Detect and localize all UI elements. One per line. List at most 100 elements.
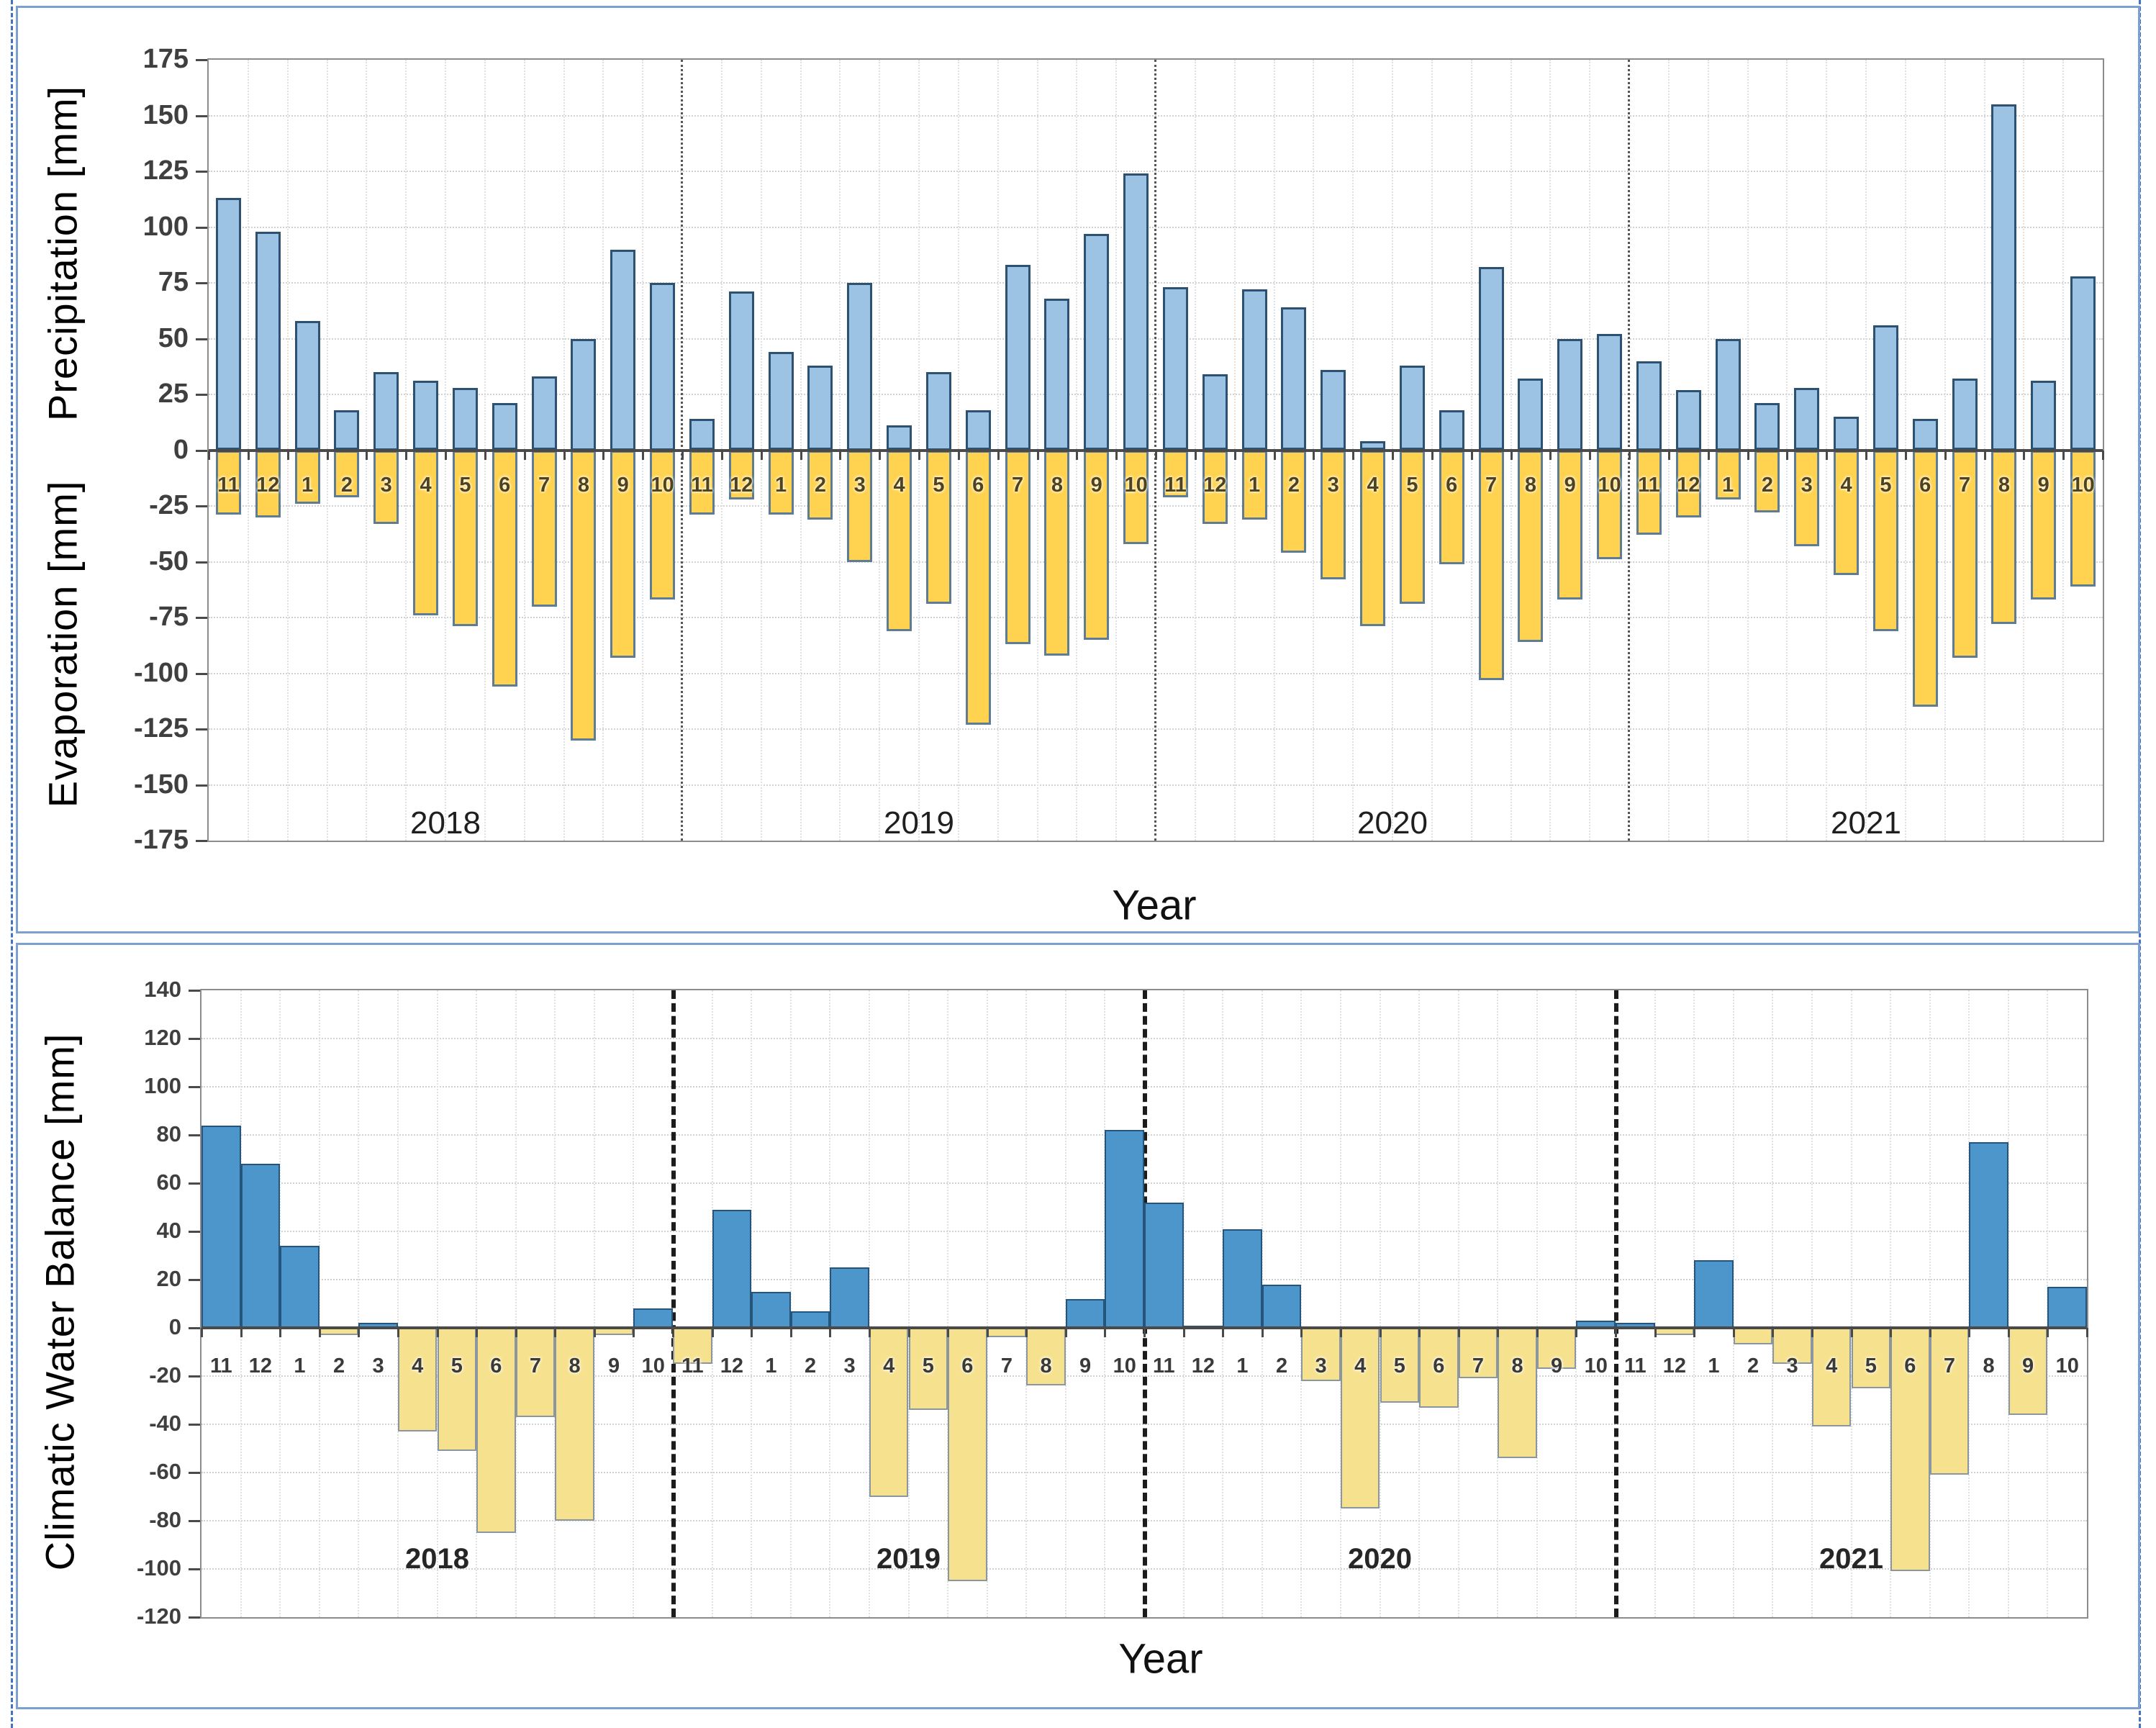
x-axis-tick bbox=[201, 1328, 203, 1337]
y-axis-tick bbox=[196, 617, 207, 619]
evaporation-bar bbox=[1991, 450, 2017, 625]
month-label: 9 bbox=[2022, 1354, 2034, 1378]
x-axis-tick bbox=[1629, 450, 1631, 460]
x-axis-tick bbox=[1497, 1328, 1500, 1337]
y-axis-tick-label: -125 bbox=[133, 713, 189, 743]
v-gridline bbox=[1418, 990, 1421, 1617]
evaporation-bar bbox=[1834, 450, 1860, 576]
x-axis-tick bbox=[907, 1328, 910, 1337]
month-label: 11 bbox=[209, 1354, 232, 1378]
month-label: 10 bbox=[1124, 473, 1148, 497]
y-axis-tick bbox=[196, 505, 207, 507]
month-label: 8 bbox=[1983, 1354, 1995, 1378]
x-axis-tick bbox=[720, 450, 723, 460]
v-gridline bbox=[318, 990, 320, 1617]
x-axis-tick bbox=[918, 450, 920, 460]
month-label: 10 bbox=[641, 1354, 665, 1378]
x-axis-tick bbox=[1786, 450, 1789, 460]
y-axis-tick-label: 25 bbox=[158, 379, 189, 409]
year-group-label: 2021 bbox=[1831, 805, 1901, 841]
x-axis-tick bbox=[2062, 450, 2065, 460]
evaporation-bar bbox=[650, 450, 676, 600]
y-axis-tick-label: 120 bbox=[144, 1025, 181, 1050]
water-balance-bar bbox=[1536, 1328, 1577, 1369]
month-label: 11 bbox=[1638, 473, 1660, 497]
y-axis-tick-label: 50 bbox=[158, 322, 189, 353]
evaporation-bar bbox=[452, 450, 478, 627]
v-gridline bbox=[907, 990, 910, 1617]
month-label: 4 bbox=[1826, 1354, 1838, 1378]
v-gridline bbox=[436, 990, 438, 1617]
month-label: 6 bbox=[972, 473, 984, 497]
x-axis-tick bbox=[839, 450, 842, 460]
x-axis-tick bbox=[1707, 450, 1710, 460]
climatic-water-balance-chart-panel: Climatic Water Balance [mm] 140 120 100 80 6… bbox=[16, 943, 2140, 1709]
precipitation-bar bbox=[1518, 379, 1544, 451]
y-axis-tick-label: 80 bbox=[156, 1121, 181, 1146]
water-balance-bar bbox=[948, 1328, 987, 1581]
x-axis-tick bbox=[868, 1328, 871, 1337]
month-label: 3 bbox=[1327, 473, 1339, 497]
y-axis-title-climatic-water-balance: Climatic Water Balance [mm] bbox=[37, 1033, 83, 1571]
x-axis-tick bbox=[1549, 450, 1552, 460]
v-gridline bbox=[1300, 990, 1303, 1617]
month-label: 9 bbox=[1079, 1354, 1092, 1378]
month-label: 12 bbox=[730, 473, 753, 497]
year-group-label: 2020 bbox=[1348, 1543, 1412, 1575]
x-axis-tick bbox=[1261, 1328, 1264, 1337]
precipitation-bar bbox=[1715, 338, 1741, 451]
month-label: 8 bbox=[1511, 1354, 1523, 1378]
month-label: 2 bbox=[804, 1354, 817, 1378]
v-gridline bbox=[1457, 990, 1459, 1617]
water-balance-bar bbox=[515, 1328, 556, 1417]
y-axis-tick-label: 125 bbox=[142, 155, 189, 186]
month-label: 6 bbox=[1433, 1354, 1445, 1378]
water-balance-bar bbox=[790, 1311, 830, 1328]
month-label: 5 bbox=[450, 1354, 463, 1378]
month-label: 10 bbox=[1598, 473, 1621, 497]
x-axis-tick bbox=[1890, 1328, 1893, 1337]
v-gridline bbox=[1850, 990, 1852, 1617]
x-axis-tick bbox=[711, 1328, 714, 1337]
precipitation-bar bbox=[1912, 419, 1938, 451]
climatic-water-balance-plot-area: 140 120 100 80 60 40 20 0 -20 -40 -60 -80 -100 -120 11… bbox=[137, 977, 2088, 1629]
precipitation-bar bbox=[1044, 298, 1070, 451]
month-label: 3 bbox=[1315, 1354, 1327, 1378]
month-label: 1 bbox=[294, 1354, 306, 1378]
x-axis-tick bbox=[1352, 450, 1355, 460]
month-label: 1 bbox=[1708, 1354, 1720, 1378]
y-axis-tick bbox=[189, 1134, 200, 1136]
v-gridline bbox=[633, 990, 635, 1617]
month-label: 8 bbox=[1051, 473, 1063, 497]
evaporation-bar bbox=[2070, 450, 2096, 587]
x-axis-tick bbox=[476, 1328, 479, 1337]
month-label: 2 bbox=[1747, 1354, 1759, 1378]
precipitation-bar bbox=[1675, 389, 1701, 451]
x-axis-tick bbox=[1457, 1328, 1460, 1337]
x-axis-tick bbox=[1064, 1328, 1067, 1337]
x-axis-tick bbox=[515, 1328, 517, 1337]
month-label: 4 bbox=[420, 473, 432, 497]
x-axis-tick bbox=[563, 450, 566, 460]
evaporation-bar bbox=[1321, 450, 1346, 580]
year-group-label: 2019 bbox=[884, 805, 954, 841]
x-axis-tick bbox=[633, 1328, 635, 1337]
month-label: 3 bbox=[1786, 1354, 1798, 1378]
month-label: 9 bbox=[617, 473, 629, 497]
precipitation-bar bbox=[1241, 289, 1267, 451]
evaporation-bar bbox=[1912, 450, 1938, 707]
precipitation-bar bbox=[847, 283, 873, 451]
x-axis-tick bbox=[1968, 1328, 1971, 1337]
y-axis-tick-label: -80 bbox=[149, 1507, 181, 1532]
precipitation-bar bbox=[1834, 417, 1860, 451]
month-label: 12 bbox=[256, 473, 280, 497]
month-label: 3 bbox=[372, 1354, 384, 1378]
month-label: 7 bbox=[1472, 1354, 1485, 1378]
month-label: 6 bbox=[1446, 473, 1458, 497]
y-axis-tick bbox=[189, 1568, 200, 1570]
evaporation-bar bbox=[1872, 450, 1898, 631]
x-axis-tick bbox=[1615, 1328, 1617, 1337]
x-axis-tick bbox=[318, 1328, 321, 1337]
x-axis-tick bbox=[751, 1328, 753, 1337]
x-axis-tick bbox=[1036, 450, 1039, 460]
